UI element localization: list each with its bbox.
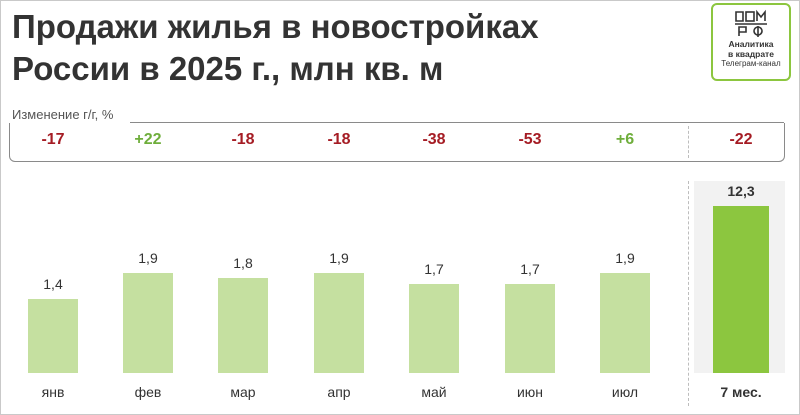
category-label: фев [134,384,162,400]
domrf-logo-icon [735,9,767,37]
logo-line-2: в квадрате [728,49,774,59]
value-label: 1,9 [615,250,635,266]
change-value: +22 [134,131,162,148]
category-label: апр [327,384,351,400]
change-value: +6 [615,131,635,148]
value-label: 1,7 [424,261,444,277]
change-label: Изменение г/г, % [12,107,114,122]
bar [123,273,173,373]
bar [505,284,555,373]
change-value: -17 [41,131,65,148]
change-value: -22 [729,131,753,148]
title-line-1: Продажи жилья в новостройках [12,8,539,45]
change-box-edge-right [130,122,784,131]
category-label: 7 мес. [720,384,762,400]
change-value: -38 [422,131,446,148]
value-label: 1,9 [329,250,349,266]
bar-total [713,206,769,373]
value-label: 1,9 [138,250,158,266]
title-line-2: России в 2025 г., млн кв. м [12,50,444,87]
domrf-logo: Аналитика в квадрате Телеграм-канал [711,3,791,81]
category-label: июн [516,384,544,400]
category-label: мар [230,384,256,400]
bar [28,299,78,373]
change-box [9,122,785,162]
value-label: 1,4 [43,276,63,292]
chart-divider [688,181,689,406]
category-label: июл [611,384,639,400]
category-label: май [421,384,447,400]
bar [600,273,650,373]
bar [218,278,268,373]
change-value: -18 [327,131,351,148]
bar [409,284,459,373]
value-label: 12,3 [727,183,755,199]
change-value: -18 [231,131,255,148]
change-value: -53 [518,131,542,148]
logo-line-3: Телеграм-канал [721,59,781,68]
chart-title: Продажи жилья в новостройках России в 20… [12,6,692,90]
logo-line-1: Аналитика [728,39,774,49]
category-label: янв [41,384,65,400]
bar [314,273,364,373]
value-label: 1,7 [520,261,540,277]
value-label: 1,8 [233,255,253,271]
change-divider [688,126,689,158]
